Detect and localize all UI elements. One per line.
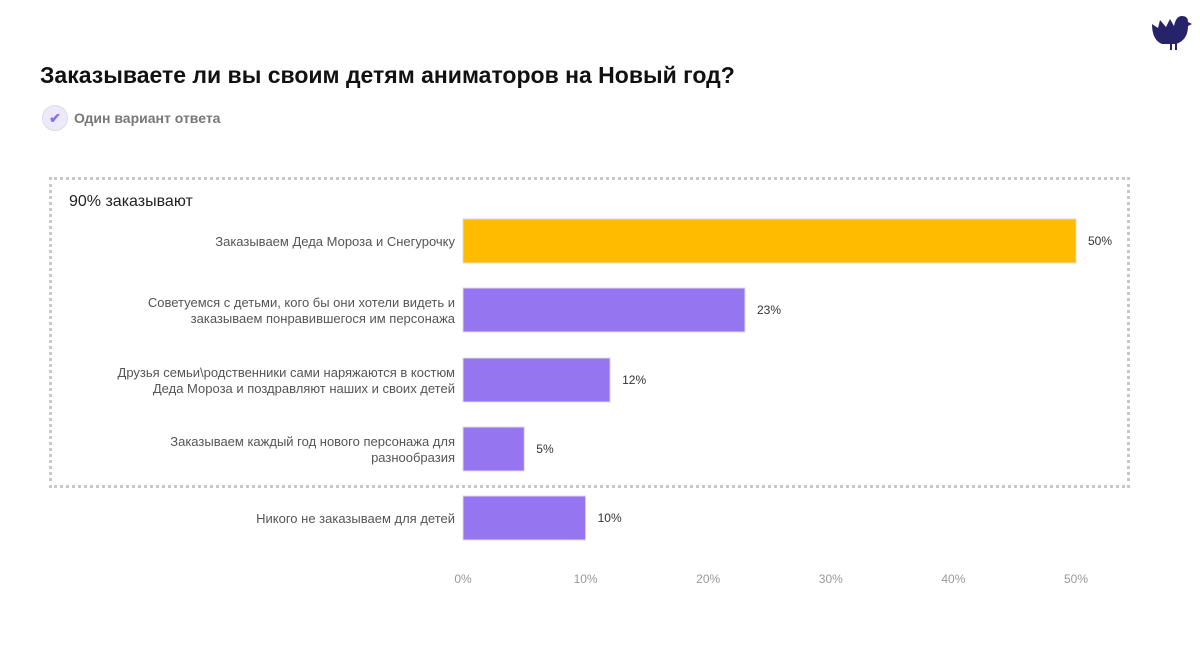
category-label: разнообразия xyxy=(371,450,455,465)
bird-logo-icon xyxy=(1146,10,1192,57)
x-tick-label: 20% xyxy=(696,572,720,586)
value-label: 12% xyxy=(622,373,646,387)
subtitle: Один вариант ответа xyxy=(74,110,221,126)
value-label: 5% xyxy=(536,442,554,456)
bar xyxy=(462,357,611,403)
category-label: Деда Мороза и поздравляют наших и своих … xyxy=(153,381,455,396)
bar xyxy=(462,495,587,541)
category-label: заказываем понравившегося им персонажа xyxy=(191,311,456,326)
x-tick-label: 50% xyxy=(1064,572,1088,586)
bar xyxy=(462,287,746,333)
group-box xyxy=(49,177,1130,488)
category-label: Друзья семьи\родственники сами наряжаютс… xyxy=(118,365,456,380)
page-title: Заказываете ли вы своим детям аниматоров… xyxy=(40,62,735,88)
category-label: Заказываем Деда Мороза и Снегурочку xyxy=(215,234,455,249)
value-label: 23% xyxy=(757,303,781,317)
bar xyxy=(462,426,525,472)
x-tick-label: 40% xyxy=(941,572,965,586)
x-tick-label: 10% xyxy=(574,572,598,586)
answer-type: ✔ Один вариант ответа xyxy=(42,105,220,131)
category-label: Советуемся с детьми, кого бы они хотели … xyxy=(148,295,455,310)
group-label: 90% заказывают xyxy=(69,193,193,210)
category-label: Никого не заказываем для детей xyxy=(256,511,455,526)
x-tick-label: 30% xyxy=(819,572,843,586)
value-label: 50% xyxy=(1088,234,1112,248)
category-label: Заказываем каждый год нового персонажа д… xyxy=(170,434,455,449)
bar xyxy=(462,218,1077,264)
value-label: 10% xyxy=(598,511,622,525)
check-circle-icon: ✔ xyxy=(42,105,68,131)
x-tick-label: 0% xyxy=(454,572,472,586)
